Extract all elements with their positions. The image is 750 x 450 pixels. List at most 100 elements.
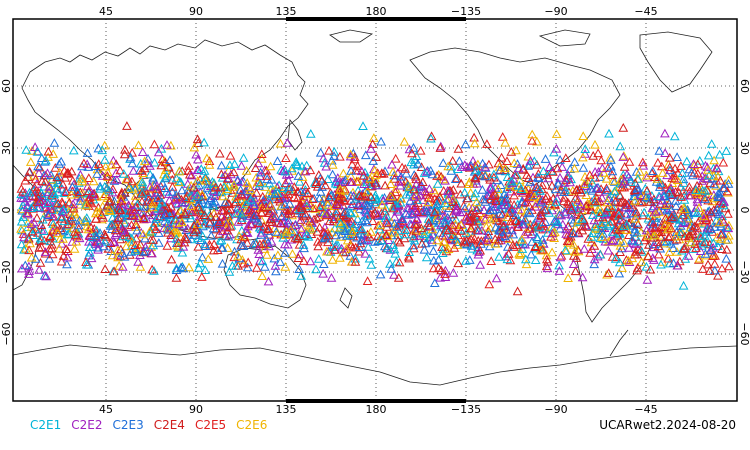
occultation-marker	[536, 196, 547, 206]
occultation-marker	[579, 179, 590, 188]
occultation-marker	[153, 147, 164, 157]
occultation-marker	[202, 153, 212, 163]
occultation-marker	[26, 219, 37, 228]
occultation-marker	[708, 251, 718, 260]
occultation-marker	[324, 192, 334, 202]
occultation-marker	[162, 224, 173, 234]
occultation-marker	[229, 184, 239, 194]
occultation-marker	[559, 187, 570, 196]
occultation-marker	[598, 228, 608, 238]
occultation-marker	[305, 256, 316, 266]
occultation-marker	[409, 184, 419, 194]
occultation-marker	[563, 273, 573, 282]
occultation-marker	[380, 180, 390, 190]
occultation-marker	[58, 251, 69, 260]
occultation-marker	[723, 223, 734, 233]
occultation-marker	[410, 218, 420, 228]
occultation-marker	[386, 263, 397, 273]
occultation-marker	[92, 169, 102, 178]
occultation-marker	[64, 197, 75, 207]
occultation-marker	[157, 197, 167, 207]
occultation-marker	[403, 251, 414, 261]
occultation-marker	[676, 214, 686, 224]
occultation-marker	[236, 209, 247, 219]
y-tick-left: −30	[0, 260, 13, 283]
occultation-marker	[346, 166, 356, 175]
occultation-marker	[523, 161, 534, 170]
occultation-marker	[502, 172, 513, 181]
y-tick-right: −60	[738, 322, 750, 345]
occultation-marker	[74, 233, 85, 243]
x-tick-labels-top: 45 90 135 180 −135 −90 −45	[99, 5, 658, 18]
occultation-marker	[171, 273, 182, 282]
occultation-marker	[570, 246, 580, 256]
occultation-marker	[174, 219, 184, 229]
occultation-marker	[577, 152, 588, 162]
occultation-marker	[714, 149, 725, 159]
occultation-marker	[62, 252, 73, 262]
occultation-marker	[640, 183, 651, 193]
occultation-marker	[423, 192, 434, 202]
occultation-marker	[560, 245, 571, 255]
occultation-marker	[499, 231, 510, 241]
occultation-marker	[157, 154, 168, 164]
occultation-marker	[506, 146, 517, 156]
occultation-marker	[527, 229, 537, 239]
occultation-marker	[272, 188, 283, 197]
occultation-marker	[140, 242, 151, 251]
occultation-marker	[166, 230, 176, 239]
x-tick-bottom: 180	[366, 403, 387, 416]
occultation-marker	[197, 231, 208, 240]
occultation-marker	[590, 221, 601, 231]
occultation-marker	[206, 193, 216, 202]
occultation-marker	[647, 166, 658, 175]
occultation-marker	[260, 239, 270, 249]
occultation-marker	[213, 216, 224, 226]
occultation-marker	[723, 209, 733, 218]
occultation-marker	[211, 224, 222, 234]
occultation-marker	[509, 190, 519, 200]
occultation-marker	[447, 220, 458, 230]
occultation-marker	[145, 197, 156, 206]
occultation-marker	[474, 247, 484, 256]
occultation-marker	[579, 215, 589, 225]
occultation-marker	[626, 235, 637, 245]
occultation-marker	[337, 229, 347, 238]
occultation-marker	[459, 187, 470, 197]
occultation-marker	[164, 195, 175, 205]
occultation-marker	[16, 216, 27, 226]
occultation-marker	[561, 224, 571, 234]
occultation-marker	[639, 235, 650, 245]
x-tick-top: 135	[276, 5, 297, 18]
occultation-marker	[267, 211, 278, 221]
occultation-marker	[408, 240, 419, 250]
occultation-marker	[358, 121, 368, 130]
x-tick-bottom: 90	[189, 403, 203, 416]
occultation-marker	[248, 239, 259, 249]
occultation-marker	[217, 258, 228, 268]
occultation-marker	[203, 254, 214, 263]
occultation-marker	[641, 192, 651, 202]
north-america	[409, 47, 621, 186]
occultation-marker	[480, 171, 491, 181]
occultation-marker	[54, 159, 65, 168]
occultation-marker	[360, 205, 370, 215]
occultation-marker	[290, 233, 301, 242]
occultation-marker	[265, 161, 276, 171]
occultation-marker	[40, 203, 51, 213]
occultation-marker	[40, 247, 51, 256]
occultation-marker	[274, 194, 284, 204]
occultation-marker	[137, 166, 147, 175]
occultation-marker	[580, 144, 591, 153]
occultation-marker	[47, 239, 57, 249]
occultation-marker	[573, 227, 584, 237]
occultation-marker	[83, 224, 94, 234]
occultation-marker	[281, 153, 291, 162]
occultation-marker	[471, 211, 482, 221]
occultation-marker	[189, 230, 200, 239]
occultation-marker	[649, 239, 659, 249]
occultation-marker	[656, 259, 666, 269]
occultation-marker	[305, 223, 315, 232]
occultation-marker	[569, 163, 580, 173]
occultation-marker	[66, 189, 77, 199]
